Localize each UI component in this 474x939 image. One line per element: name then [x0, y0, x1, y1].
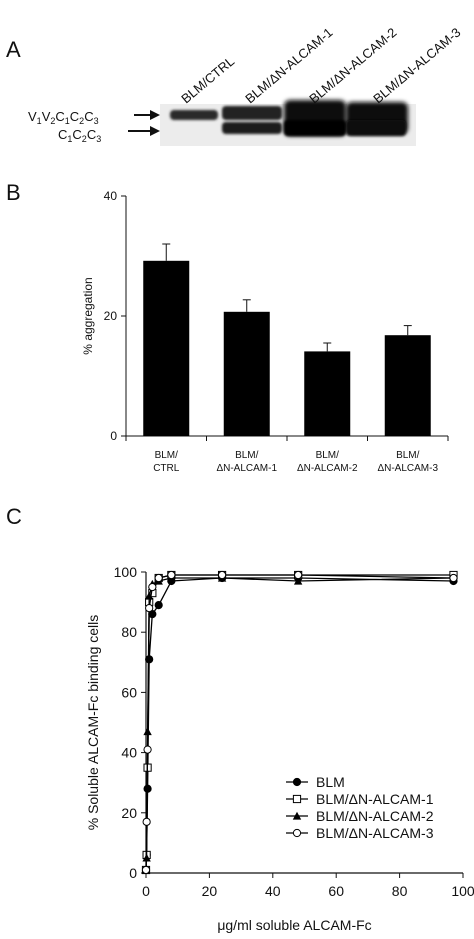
- data-point: [217, 570, 227, 580]
- y-tick-label: 80: [121, 624, 137, 640]
- legend-label: BLM/ΔN-ALCAM-3: [316, 825, 434, 841]
- legend-marker: [292, 811, 302, 820]
- x-axis-label: μg/ml soluble ALCAM-Fc: [217, 917, 371, 933]
- x-tick-label: 80: [392, 883, 408, 899]
- data-point: [148, 582, 157, 592]
- legend-marker: [292, 777, 302, 787]
- category-label: BLM/: [235, 450, 259, 461]
- lane-label-1: BLM/CTRL: [178, 53, 237, 106]
- y-axis-label: % aggregation: [81, 277, 95, 354]
- x-tick-label: 60: [328, 883, 344, 899]
- bar: [143, 260, 190, 436]
- x-tick-label: 100: [451, 883, 474, 899]
- blot-image: [160, 100, 416, 146]
- y-tick-label: 0: [129, 865, 137, 881]
- legend-label: BLM/ΔN-ALCAM-1: [316, 791, 434, 807]
- series-4: [141, 570, 458, 875]
- category-label: BLM/: [396, 450, 420, 461]
- y-tick-label: 20: [104, 309, 118, 323]
- data-point: [449, 573, 458, 583]
- legend-label: BLM/ΔN-ALCAM-2: [316, 808, 434, 824]
- binding-line-chart: 0 20 40 60 80 100 0 20 40 60 80 100 % Soluble ALCAM-…: [85, 564, 474, 933]
- data-point: [167, 570, 176, 580]
- legend-label: BLM: [316, 774, 345, 790]
- panel-b-label: B: [6, 180, 21, 205]
- band-label-upper: V1V2C1C2C3: [28, 109, 99, 126]
- category-label: BLM/: [155, 450, 179, 461]
- panel-b: B 0 20 40 % aggregation BLM/CTRL BLM/ΔN-ALCAM…: [6, 180, 449, 474]
- y-tick-label: 40: [121, 745, 137, 761]
- band-label-lower: C1C2C3: [58, 127, 101, 144]
- series-line: [145, 574, 454, 871]
- data-point: [145, 604, 154, 613]
- category-label: BLM/: [316, 450, 340, 461]
- legend-marker: [292, 828, 302, 838]
- panel-c-label: C: [6, 504, 22, 529]
- data-point: [293, 576, 303, 585]
- bar: [384, 335, 431, 436]
- y-tick-label: 100: [114, 564, 138, 580]
- y-tick-label: 0: [110, 429, 117, 443]
- aggregation-bar-chart: 0 20 40 % aggregation BLM/CTRL BLM/ΔN-ALCAM-1…: [81, 189, 449, 474]
- bar: [223, 311, 270, 436]
- data-point: [141, 865, 151, 875]
- category-label: ΔN-ALCAM-1: [216, 463, 277, 474]
- y-axis-label: % Soluble ALCAM-Fc binding cells: [85, 615, 101, 831]
- data-point: [143, 745, 152, 754]
- panel-a: A BLM/CTRL BLM/ΔN-ALCAM-1 BLM/ΔN-ALCAM-2…: [6, 25, 463, 146]
- legend: BLMBLM/ΔN-ALCAM-1BLM/ΔN-ALCAM-2BLM/ΔN-AL…: [286, 774, 434, 841]
- y-tick-label: 20: [121, 805, 137, 821]
- y-tick-label: 40: [104, 189, 118, 203]
- x-tick-label: 40: [265, 883, 281, 899]
- panel-a-label: A: [6, 37, 21, 62]
- data-point: [154, 573, 163, 583]
- x-tick-label: 0: [142, 883, 150, 899]
- category-label: ΔN-ALCAM-2: [297, 463, 358, 474]
- band-arrow-lower: [128, 126, 160, 136]
- data-point: [154, 601, 163, 610]
- data-point: [142, 817, 151, 826]
- bar: [304, 351, 351, 436]
- x-tick-label: 20: [202, 883, 218, 899]
- category-label: CTRL: [153, 463, 180, 474]
- category-label: ΔN-ALCAM-3: [377, 463, 438, 474]
- legend-marker: [292, 794, 302, 804]
- y-tick-label: 60: [121, 684, 137, 700]
- band-arrow-upper: [134, 110, 160, 120]
- data-point: [294, 570, 303, 580]
- panel-c: C 0 20 40 60 80 100 0 20 40 60 80 100 % Soluble ALCA…: [6, 504, 474, 933]
